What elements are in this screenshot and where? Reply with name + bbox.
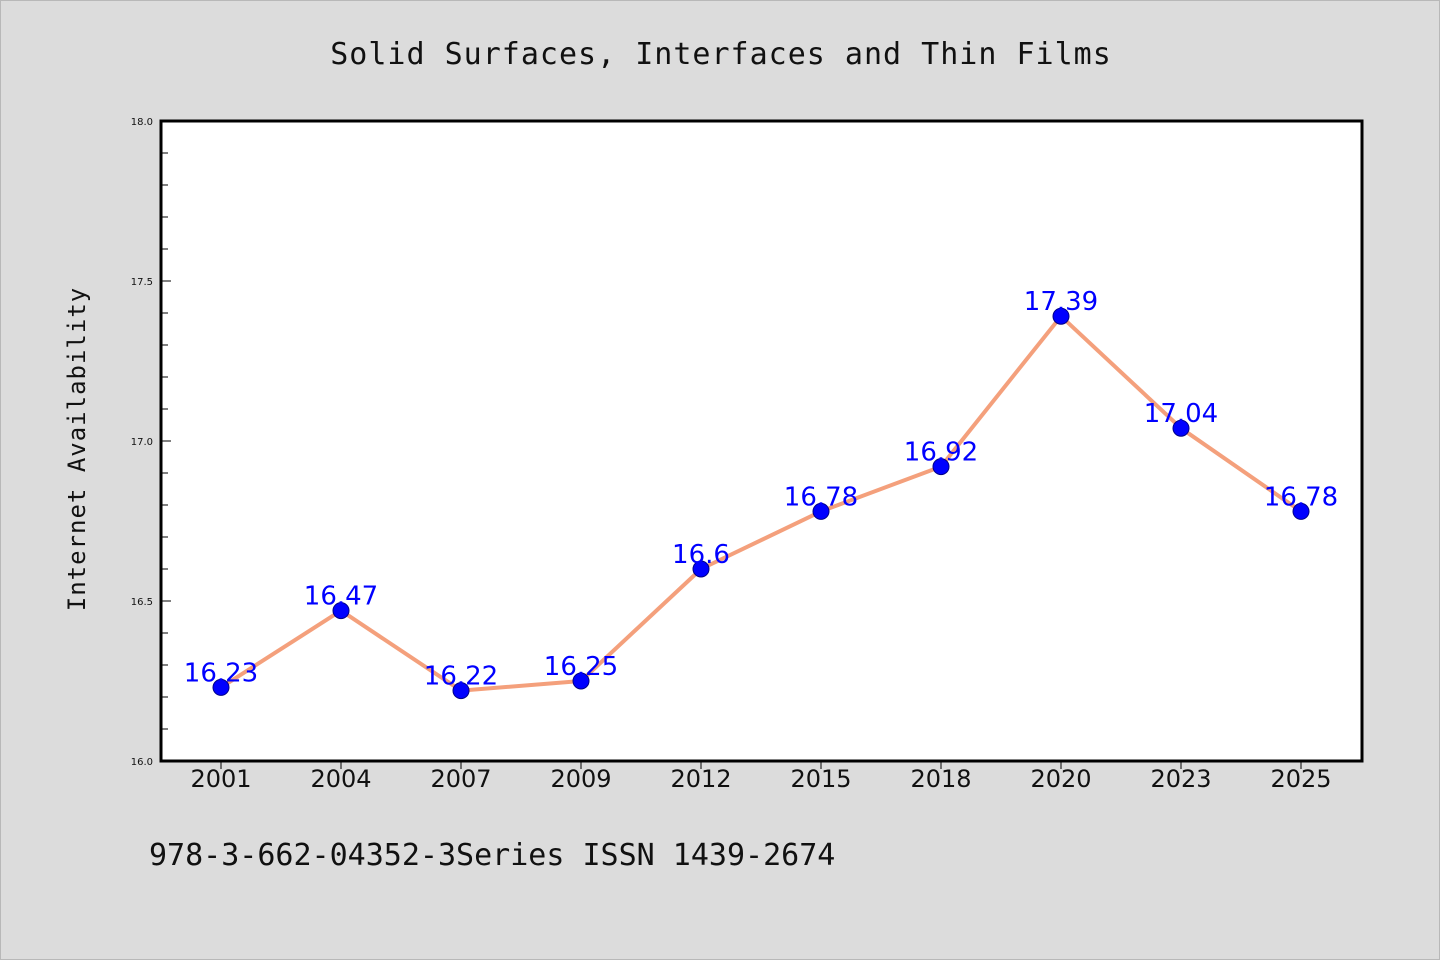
x-tick-label: 2020 [1030, 765, 1091, 793]
data-label: 16.92 [904, 438, 978, 468]
y-tick-label: 17.0 [131, 437, 153, 448]
data-label: 16.22 [424, 662, 498, 692]
chart-title: Solid Surfaces, Interfaces and Thin Film… [330, 37, 1112, 72]
footer-series-issn: 978-3-662-04352-3Series ISSN 1439-2674 [149, 838, 835, 873]
x-tick-label: 2023 [1150, 765, 1211, 793]
data-point [332, 602, 350, 620]
x-tick-label: 2018 [910, 765, 971, 793]
data-labels: 16.23 16.47 16.22 16.25 16.6 16.78 16.92 17.39 1… [184, 287, 1338, 691]
data-point [572, 672, 590, 690]
x-tick-label: 2015 [790, 765, 851, 793]
data-point [692, 560, 710, 578]
data-label: 16.6 [672, 540, 730, 570]
data-point [1172, 419, 1190, 437]
data-point [812, 502, 830, 520]
y-axis-label: Internet Availability [63, 287, 91, 611]
data-label: 16.78 [784, 482, 858, 512]
y-tick-label: 17.5 [131, 277, 153, 288]
x-tick-label: 2004 [310, 765, 371, 793]
x-tick-label: 2025 [1270, 765, 1331, 793]
data-label: 16.78 [1264, 482, 1338, 512]
series-line [219, 314, 1303, 693]
data-point [932, 458, 950, 476]
x-tick-label: 2001 [190, 765, 251, 793]
data-point [1052, 307, 1070, 325]
plot-area [161, 121, 1362, 761]
x-tick-label: 2007 [430, 765, 491, 793]
data-label: 17.39 [1024, 287, 1098, 317]
x-tick-label: 2012 [670, 765, 731, 793]
plot-frame [159, 119, 1364, 763]
y-tick-label: 18.0 [131, 117, 153, 128]
data-point [452, 682, 470, 700]
data-label: 16.23 [184, 658, 258, 688]
data-label: 17.04 [1144, 399, 1218, 429]
x-tick-label: 2009 [550, 765, 611, 793]
y-tick-label: 16.5 [131, 597, 153, 608]
axis-ticks: 16.0 16.5 17.0 17.5 18.0 2001 2004 2007 2009 2012… [131, 117, 1332, 793]
data-point [212, 678, 230, 696]
y-tick-label: 16.0 [131, 757, 153, 768]
data-label: 16.47 [304, 582, 378, 612]
series-layer [212, 307, 1310, 700]
data-point [1292, 502, 1310, 520]
data-label: 16.25 [544, 652, 618, 682]
